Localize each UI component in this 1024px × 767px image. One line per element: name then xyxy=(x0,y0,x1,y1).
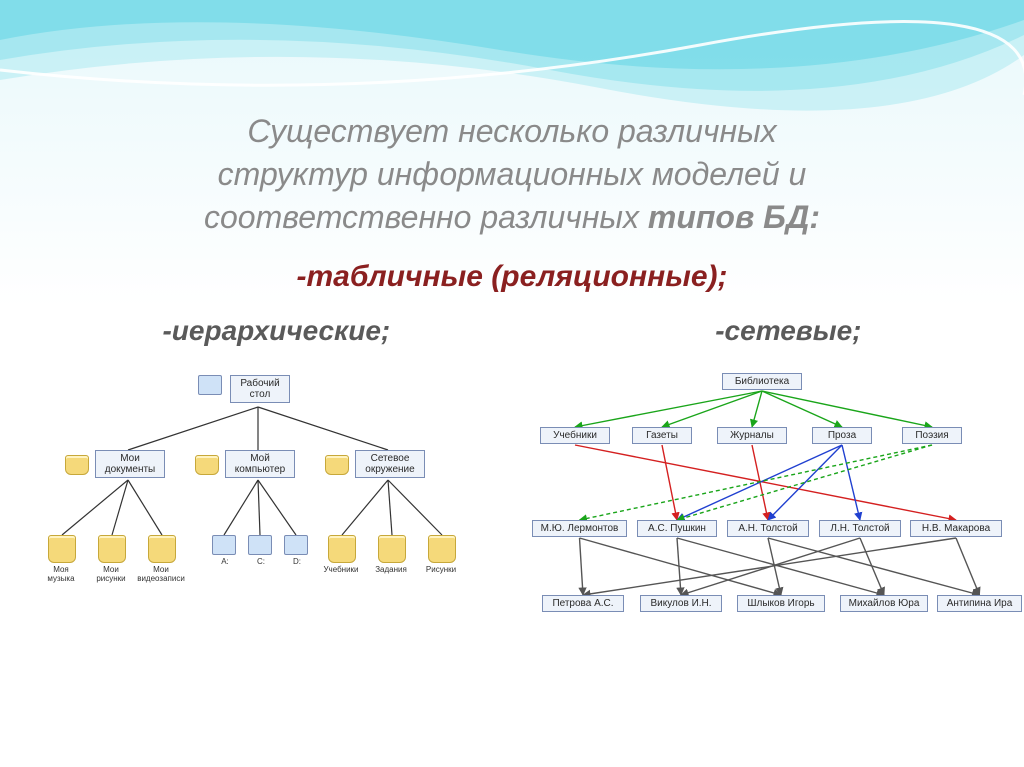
network-node: Журналы xyxy=(717,427,787,444)
tree-leaf-label: Учебники xyxy=(316,565,366,574)
network-node: Учебники xyxy=(540,427,610,444)
tree-node: Моидокументы xyxy=(95,450,165,478)
network-node: Шлыков Игорь xyxy=(737,595,825,612)
folder-icon xyxy=(48,535,76,563)
subtitle-center: -табличные (реляционные); xyxy=(0,260,1024,294)
tree-leaf-label: Моямузыка xyxy=(36,565,86,583)
title-line-3-prefix: соответственно различных xyxy=(204,199,648,235)
network-node: А.С. Пушкин xyxy=(637,520,717,537)
folder-icon xyxy=(98,535,126,563)
folder-icon xyxy=(195,455,219,475)
network-node: Викулов И.Н. xyxy=(640,595,722,612)
network-node: А.Н. Толстой xyxy=(727,520,809,537)
folder-icon xyxy=(148,535,176,563)
tree-node: Рабочийстол xyxy=(230,375,290,403)
drive-icon xyxy=(248,535,272,555)
network-node: Антипина Ира xyxy=(937,595,1022,612)
folder-icon xyxy=(378,535,406,563)
desktop-icon xyxy=(198,375,222,395)
tree-leaf-label: Моивидеозаписи xyxy=(136,565,186,583)
tree-node: Сетевоеокружение xyxy=(355,450,425,478)
network-node: Н.В. Макарова xyxy=(910,520,1002,537)
slide-title: Существует несколько различных структур … xyxy=(80,110,944,240)
hierarchical-diagram: Рабочийстол Моидокументы Мойкомпьютер Сетев… xyxy=(0,365,512,655)
tree-leaf-label: Рисунки xyxy=(416,565,466,574)
network-node: Библиотека xyxy=(722,373,802,390)
title-line-3-emph: типов БД: xyxy=(648,199,820,235)
network-diagram: Библиотека Учебники Газеты Журналы Проза Поэз… xyxy=(512,365,1024,655)
network-node: Михайлов Юра xyxy=(840,595,928,612)
folder-icon xyxy=(65,455,89,475)
network-node: Проза xyxy=(812,427,872,444)
diagram-area: Рабочийстол Моидокументы Мойкомпьютер Сетев… xyxy=(0,365,1024,655)
folder-icon xyxy=(428,535,456,563)
folder-icon xyxy=(328,535,356,563)
network-node: Петрова А.С. xyxy=(542,595,624,612)
subtitle-text: табличные (реляционные); xyxy=(306,260,727,293)
tree-leaf-label: Моирисунки xyxy=(86,565,136,583)
network-node: М.Ю. Лермонтов xyxy=(532,520,627,537)
tree-node: Мойкомпьютер xyxy=(225,450,295,478)
subhead-left: -иерархические; xyxy=(162,315,390,347)
tree-leaf-label: Задания xyxy=(366,565,416,574)
subheads-row: -иерархические; -сетевые; xyxy=(0,315,1024,347)
subtitle-dash: - xyxy=(296,260,306,293)
hierarchical-lines xyxy=(0,365,512,655)
network-node: Газеты xyxy=(632,427,692,444)
folder-icon xyxy=(325,455,349,475)
tree-leaf-label: D: xyxy=(272,557,322,566)
subhead-right: -сетевые; xyxy=(715,315,861,347)
network-node: Л.Н. Толстой xyxy=(819,520,901,537)
title-line-2: структур информационных моделей и xyxy=(218,156,807,192)
title-line-1: Существует несколько различных xyxy=(247,113,776,149)
drive-icon xyxy=(284,535,308,555)
network-node: Поэзия xyxy=(902,427,962,444)
drive-icon xyxy=(212,535,236,555)
background-wave xyxy=(0,0,1024,120)
